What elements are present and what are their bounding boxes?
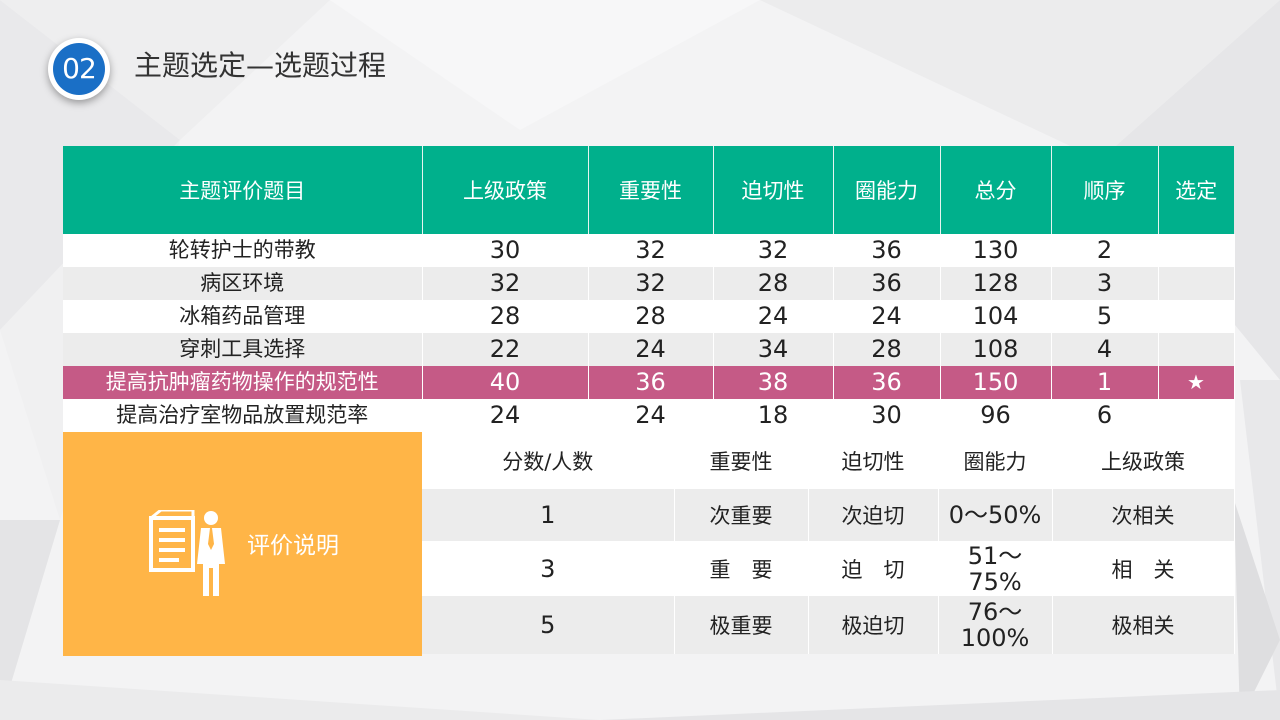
header-capability: 圈能力 (833, 146, 941, 234)
legend-header-urgency: 迫切性 (808, 432, 939, 489)
cell-importance: 24 (588, 333, 714, 366)
table-row: 冰箱药品管理 28 28 24 24 104 5 (63, 300, 1235, 333)
cell-rank: 1 (1051, 366, 1159, 399)
legend-policy: 次相关 (1052, 489, 1235, 541)
legend-header-capability: 圈能力 (938, 432, 1053, 489)
legend-policy: 相 关 (1052, 541, 1235, 596)
topic-name: 提高治疗室物品放置规范率 (63, 399, 423, 432)
cell-selected (1158, 267, 1235, 300)
table-header-row: 主题评价题目 上级政策 重要性 迫切性 圈能力 总分 顺序 选定 (63, 146, 1234, 234)
table-row: 提高治疗室物品放置规范率 24 24 18 30 96 6 (63, 399, 1235, 432)
cell-total: 128 (940, 267, 1052, 300)
legend-capability: 51～ 75% (938, 541, 1053, 596)
legend-score: 3 (422, 541, 675, 596)
cell-policy: 28 (422, 300, 589, 333)
cell-urgency: 24 (713, 300, 834, 333)
header-rank: 顺序 (1051, 146, 1159, 234)
cell-importance: 24 (588, 399, 714, 432)
cell-selected (1158, 234, 1235, 267)
header-urgency: 迫切性 (713, 146, 834, 234)
table-row: 病区环境 32 32 28 36 128 3 (63, 267, 1235, 300)
header-policy: 上级政策 (422, 146, 589, 234)
header-selected: 选定 (1158, 146, 1234, 234)
topic-name: 轮转护士的带教 (63, 234, 423, 267)
cell-rank: 4 (1051, 333, 1159, 366)
legend-table: 分数/人数 重要性 迫切性 圈能力 上级政策 1 次重要 次迫切 0～50% 次… (422, 432, 1235, 654)
legend-policy: 极相关 (1052, 596, 1235, 654)
legend-capability: 76～ 100% (938, 596, 1053, 654)
cell-policy: 22 (422, 333, 589, 366)
header-topic: 主题评价题目 (63, 146, 423, 234)
legend-urgency: 次迫切 (808, 489, 939, 541)
cell-capability: 30 (833, 399, 941, 432)
legend-urgency: 迫 切 (808, 541, 939, 596)
legend-capability: 0～50% (938, 489, 1053, 541)
legend-urgency: 极迫切 (808, 596, 939, 654)
cell-rank: 3 (1051, 267, 1159, 300)
legend-header-policy: 上级政策 (1052, 432, 1235, 489)
cell-capability: 36 (833, 267, 941, 300)
cell-total: 96 (940, 399, 1052, 432)
legend-header-score: 分数/人数 (422, 432, 675, 489)
cell-selected (1158, 333, 1235, 366)
cell-importance: 28 (588, 300, 714, 333)
cell-total: 130 (940, 234, 1052, 267)
section-badge: 02 (48, 38, 110, 100)
cell-total: 104 (940, 300, 1052, 333)
evaluation-table: 主题评价题目 上级政策 重要性 迫切性 圈能力 总分 顺序 选定 轮转护士的带教… (63, 146, 1235, 432)
cell-capability: 36 (833, 234, 941, 267)
section-number: 02 (53, 43, 105, 95)
legend-label: 评价说明 (247, 533, 339, 559)
cell-urgency: 32 (713, 234, 834, 267)
topic-name: 病区环境 (63, 267, 423, 300)
table-row: 轮转护士的带教 30 32 32 36 130 2 (63, 234, 1235, 267)
cell-urgency: 38 (713, 366, 834, 399)
legend-score: 5 (422, 596, 675, 654)
legend-row: 3 重 要 迫 切 51～ 75% 相 关 (422, 541, 1235, 596)
legend-row: 5 极重要 极迫切 76～ 100% 极相关 (422, 596, 1235, 654)
cell-rank: 6 (1051, 399, 1159, 432)
cell-policy: 40 (422, 366, 589, 399)
cell-capability: 24 (833, 300, 941, 333)
legend-header-importance: 重要性 (674, 432, 809, 489)
cell-rank: 2 (1051, 234, 1159, 267)
header-importance: 重要性 (588, 146, 714, 234)
legend-importance: 重 要 (674, 541, 809, 596)
legend-importance: 次重要 (674, 489, 809, 541)
legend-row: 1 次重要 次迫切 0～50% 次相关 (422, 489, 1235, 541)
legend-header-row: 分数/人数 重要性 迫切性 圈能力 上级政策 (422, 432, 1235, 489)
cell-urgency: 18 (713, 399, 834, 432)
cell-total: 108 (940, 333, 1052, 366)
cell-urgency: 28 (713, 267, 834, 300)
cell-importance: 32 (588, 234, 714, 267)
table-row: 穿刺工具选择 22 24 34 28 108 4 (63, 333, 1235, 366)
legend-score: 1 (422, 489, 675, 541)
legend-importance: 极重要 (674, 596, 809, 654)
star-icon: ★ (1158, 366, 1235, 399)
document-person-icon (149, 510, 225, 596)
legend-label-panel: 评价说明 (63, 432, 422, 656)
cell-rank: 5 (1051, 300, 1159, 333)
topic-name: 穿刺工具选择 (63, 333, 423, 366)
cell-policy: 30 (422, 234, 589, 267)
evaluation-legend: 评价说明 分数/人数 重要性 迫切性 圈能力 上级政策 1 次重要 次迫切 0～… (63, 432, 1235, 656)
cell-policy: 24 (422, 399, 589, 432)
cell-selected (1158, 399, 1235, 432)
cell-importance: 36 (588, 366, 714, 399)
cell-capability: 28 (833, 333, 941, 366)
page-title: 主题选定—选题过程 (134, 49, 387, 82)
topic-name: 冰箱药品管理 (63, 300, 423, 333)
cell-selected (1158, 300, 1235, 333)
table-row-selected: 提高抗肿瘤药物操作的规范性 40 36 38 36 150 1 ★ (63, 366, 1235, 399)
cell-importance: 32 (588, 267, 714, 300)
cell-capability: 36 (833, 366, 941, 399)
cell-urgency: 34 (713, 333, 834, 366)
topic-name: 提高抗肿瘤药物操作的规范性 (63, 366, 423, 399)
cell-policy: 32 (422, 267, 589, 300)
cell-total: 150 (940, 366, 1052, 399)
header-total: 总分 (940, 146, 1052, 234)
